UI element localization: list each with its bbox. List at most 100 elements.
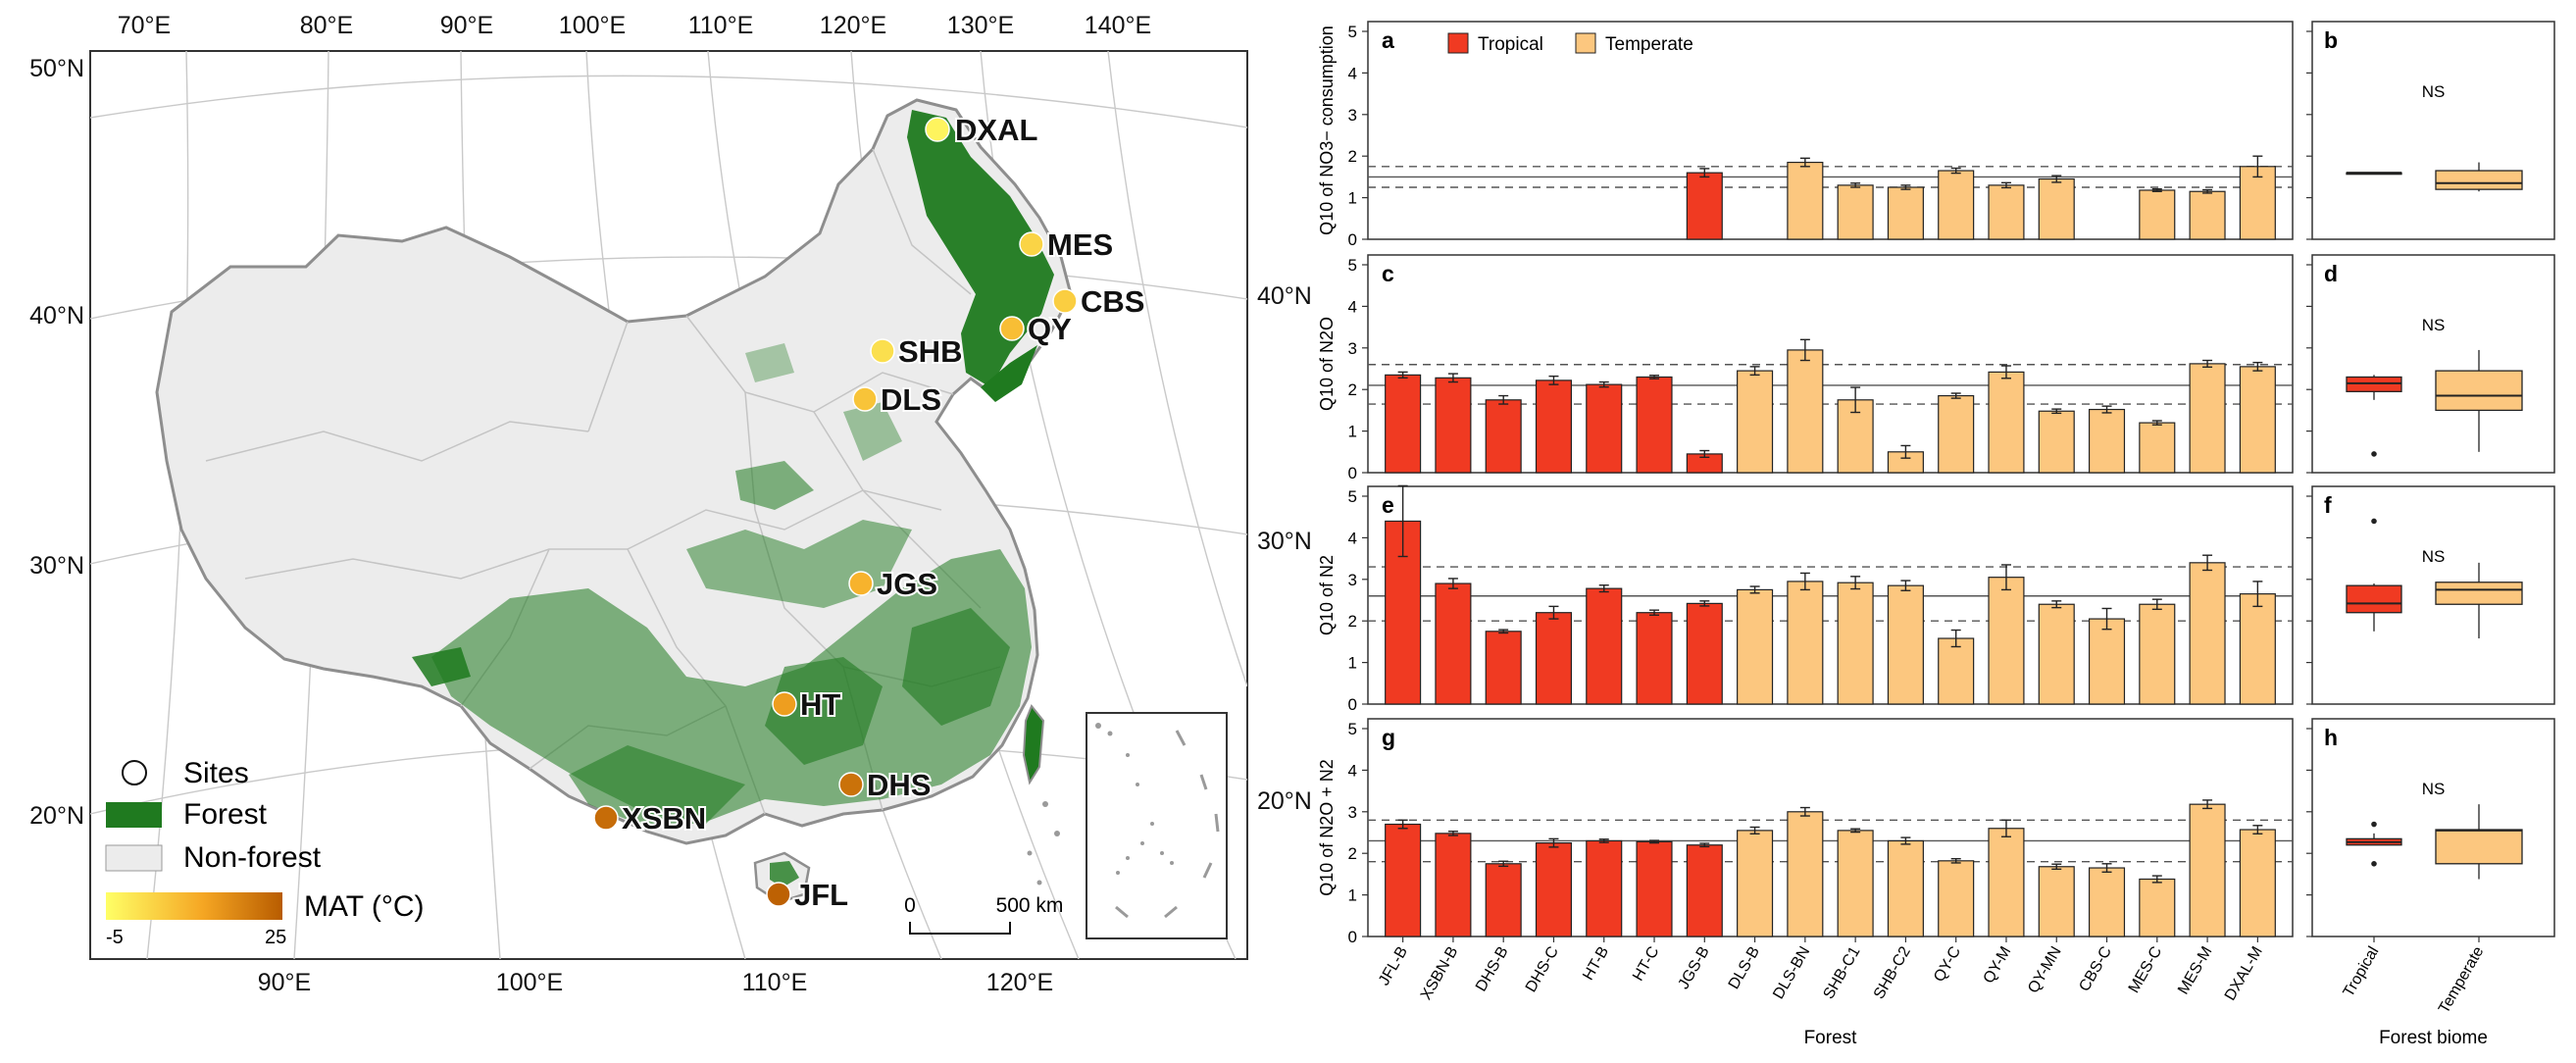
- significance-annotation: NS: [2422, 780, 2446, 798]
- legend-label: Temperate: [1605, 34, 1693, 55]
- panel-frame: [1367, 485, 2294, 705]
- bar: [2139, 878, 2176, 937]
- x-tick-label: JGS-B: [1675, 944, 1712, 992]
- y-tick-label: 4: [1348, 297, 1357, 316]
- y-tick-label: 3: [1348, 571, 1357, 589]
- bar: [1435, 833, 1472, 937]
- box-outlier: [2371, 518, 2377, 525]
- bar: [1535, 380, 1573, 474]
- bar: [1887, 186, 1924, 240]
- site-marker: [870, 338, 895, 364]
- bar-panel-a: a 0 1 2 3 4 5 Q10 of NO3− consumption Tropical Te…: [1317, 21, 2294, 249]
- bar: [1385, 374, 1422, 474]
- site-label: MES: [1047, 228, 1113, 262]
- bar: [1737, 370, 1774, 474]
- y-tick-label: 3: [1348, 106, 1357, 125]
- x-tick-label: QY-MN: [2025, 944, 2065, 996]
- bar: [2139, 189, 2176, 240]
- bar: [1887, 839, 1924, 937]
- bar: [1535, 612, 1573, 705]
- box-panel-d: d NS: [2306, 254, 2555, 474]
- x-tick-label: HT-C: [1630, 944, 1662, 985]
- site-marker: [593, 805, 619, 831]
- legend-nonforest-label: Non-forest: [183, 841, 322, 874]
- bar: [1938, 170, 1975, 240]
- bar: [2239, 366, 2276, 474]
- bar: [1485, 863, 1522, 937]
- bar: [1737, 588, 1774, 705]
- map-legend: Sites Forest Non-forest MAT (°C) -5 25: [105, 757, 425, 948]
- bar: [1837, 184, 1874, 240]
- lat-label: 40°N: [29, 302, 84, 329]
- bar: [1988, 371, 2025, 474]
- bar: [2139, 422, 2176, 474]
- panel-frame: [1367, 254, 2294, 474]
- bar: [1988, 184, 2025, 240]
- bar: [2038, 177, 2075, 240]
- y-tick-label: 4: [1348, 761, 1357, 780]
- y-tick-label: 0: [1348, 695, 1357, 714]
- y-axis-label: Q10 of N2O: [1317, 317, 1337, 411]
- forest-legend-swatch: [106, 802, 162, 828]
- site-label: CBS: [1081, 284, 1144, 319]
- lat-labels-right: 40°N 30°N 20°N: [1257, 282, 1312, 815]
- bar: [1938, 860, 1975, 937]
- lat-label: 40°N: [1257, 282, 1312, 310]
- x-axis-label: Forest: [1804, 1028, 1858, 1048]
- bar: [1938, 637, 1975, 705]
- y-tick-label: 0: [1348, 464, 1357, 482]
- bar: [1988, 577, 2025, 705]
- y-axis-label: Q10 of N2O + N2: [1317, 759, 1337, 896]
- y-tick-label: 5: [1348, 720, 1357, 738]
- y-tick-label: 3: [1348, 339, 1357, 358]
- box: [2435, 370, 2523, 412]
- site-label: QY: [1028, 312, 1072, 346]
- forest-cover: [412, 110, 1054, 887]
- site-label: XSBN: [622, 801, 706, 835]
- bar: [1385, 823, 1422, 937]
- bar: [1837, 582, 1874, 705]
- box-outlier: [2371, 821, 2377, 828]
- significance-annotation: NS: [2422, 547, 2446, 566]
- lon-labels-top: 70°E 80°E 90°E 100°E 110°E 120°E 130°E 140°E: [118, 12, 1151, 39]
- bar: [1435, 377, 1472, 474]
- china-map: 70°E 80°E 90°E 100°E 110°E 120°E 130°E 140°E 90…: [29, 12, 1312, 996]
- bar: [2088, 618, 2126, 705]
- bar: [2239, 829, 2276, 937]
- bar: [1686, 172, 1723, 240]
- lat-label: 20°N: [29, 802, 84, 830]
- site-label: JGS: [877, 567, 937, 601]
- lon-label: 120°E: [820, 12, 886, 39]
- y-tick-label: 2: [1348, 612, 1357, 631]
- x-tick-label: XSBN-B: [1418, 944, 1462, 1003]
- mat-min-label: -5: [106, 927, 124, 948]
- y-tick-label: 4: [1348, 529, 1357, 547]
- legend-forest-label: Forest: [183, 798, 268, 831]
- box-panel-h: h NS Tropical Temperate Forest biome: [2306, 718, 2555, 1048]
- lon-label: 100°E: [559, 12, 626, 39]
- box-panel-b: b NS: [2306, 21, 2555, 240]
- site-label: DLS: [881, 382, 941, 417]
- lat-label: 30°N: [1257, 528, 1312, 555]
- bar: [1535, 841, 1573, 937]
- lon-label: 90°E: [440, 12, 493, 39]
- site-label: HT: [800, 687, 840, 722]
- lon-label: 140°E: [1085, 12, 1151, 39]
- coastal-islands: [1027, 801, 1060, 886]
- site-marker: [999, 316, 1025, 341]
- legend-sites-label: Sites: [183, 757, 249, 789]
- x-tick-label: QY-M: [1981, 944, 2015, 987]
- legend-swatch: [1575, 32, 1596, 54]
- site-label: DHS: [867, 768, 931, 802]
- panel-letter: c: [1382, 261, 1394, 286]
- bar: [1988, 828, 2025, 937]
- lon-labels-bottom: 90°E 100°E 110°E 120°E: [258, 969, 1053, 996]
- x-tick-label: DXAL-M: [2222, 944, 2266, 1004]
- bar: [1485, 399, 1522, 474]
- legend-mat-title: MAT (°C): [304, 890, 425, 923]
- x-tick-label: CBS-C: [2076, 944, 2115, 995]
- box-outlier: [2371, 451, 2377, 457]
- site-marker: [772, 691, 797, 717]
- site-marker: [1019, 231, 1044, 257]
